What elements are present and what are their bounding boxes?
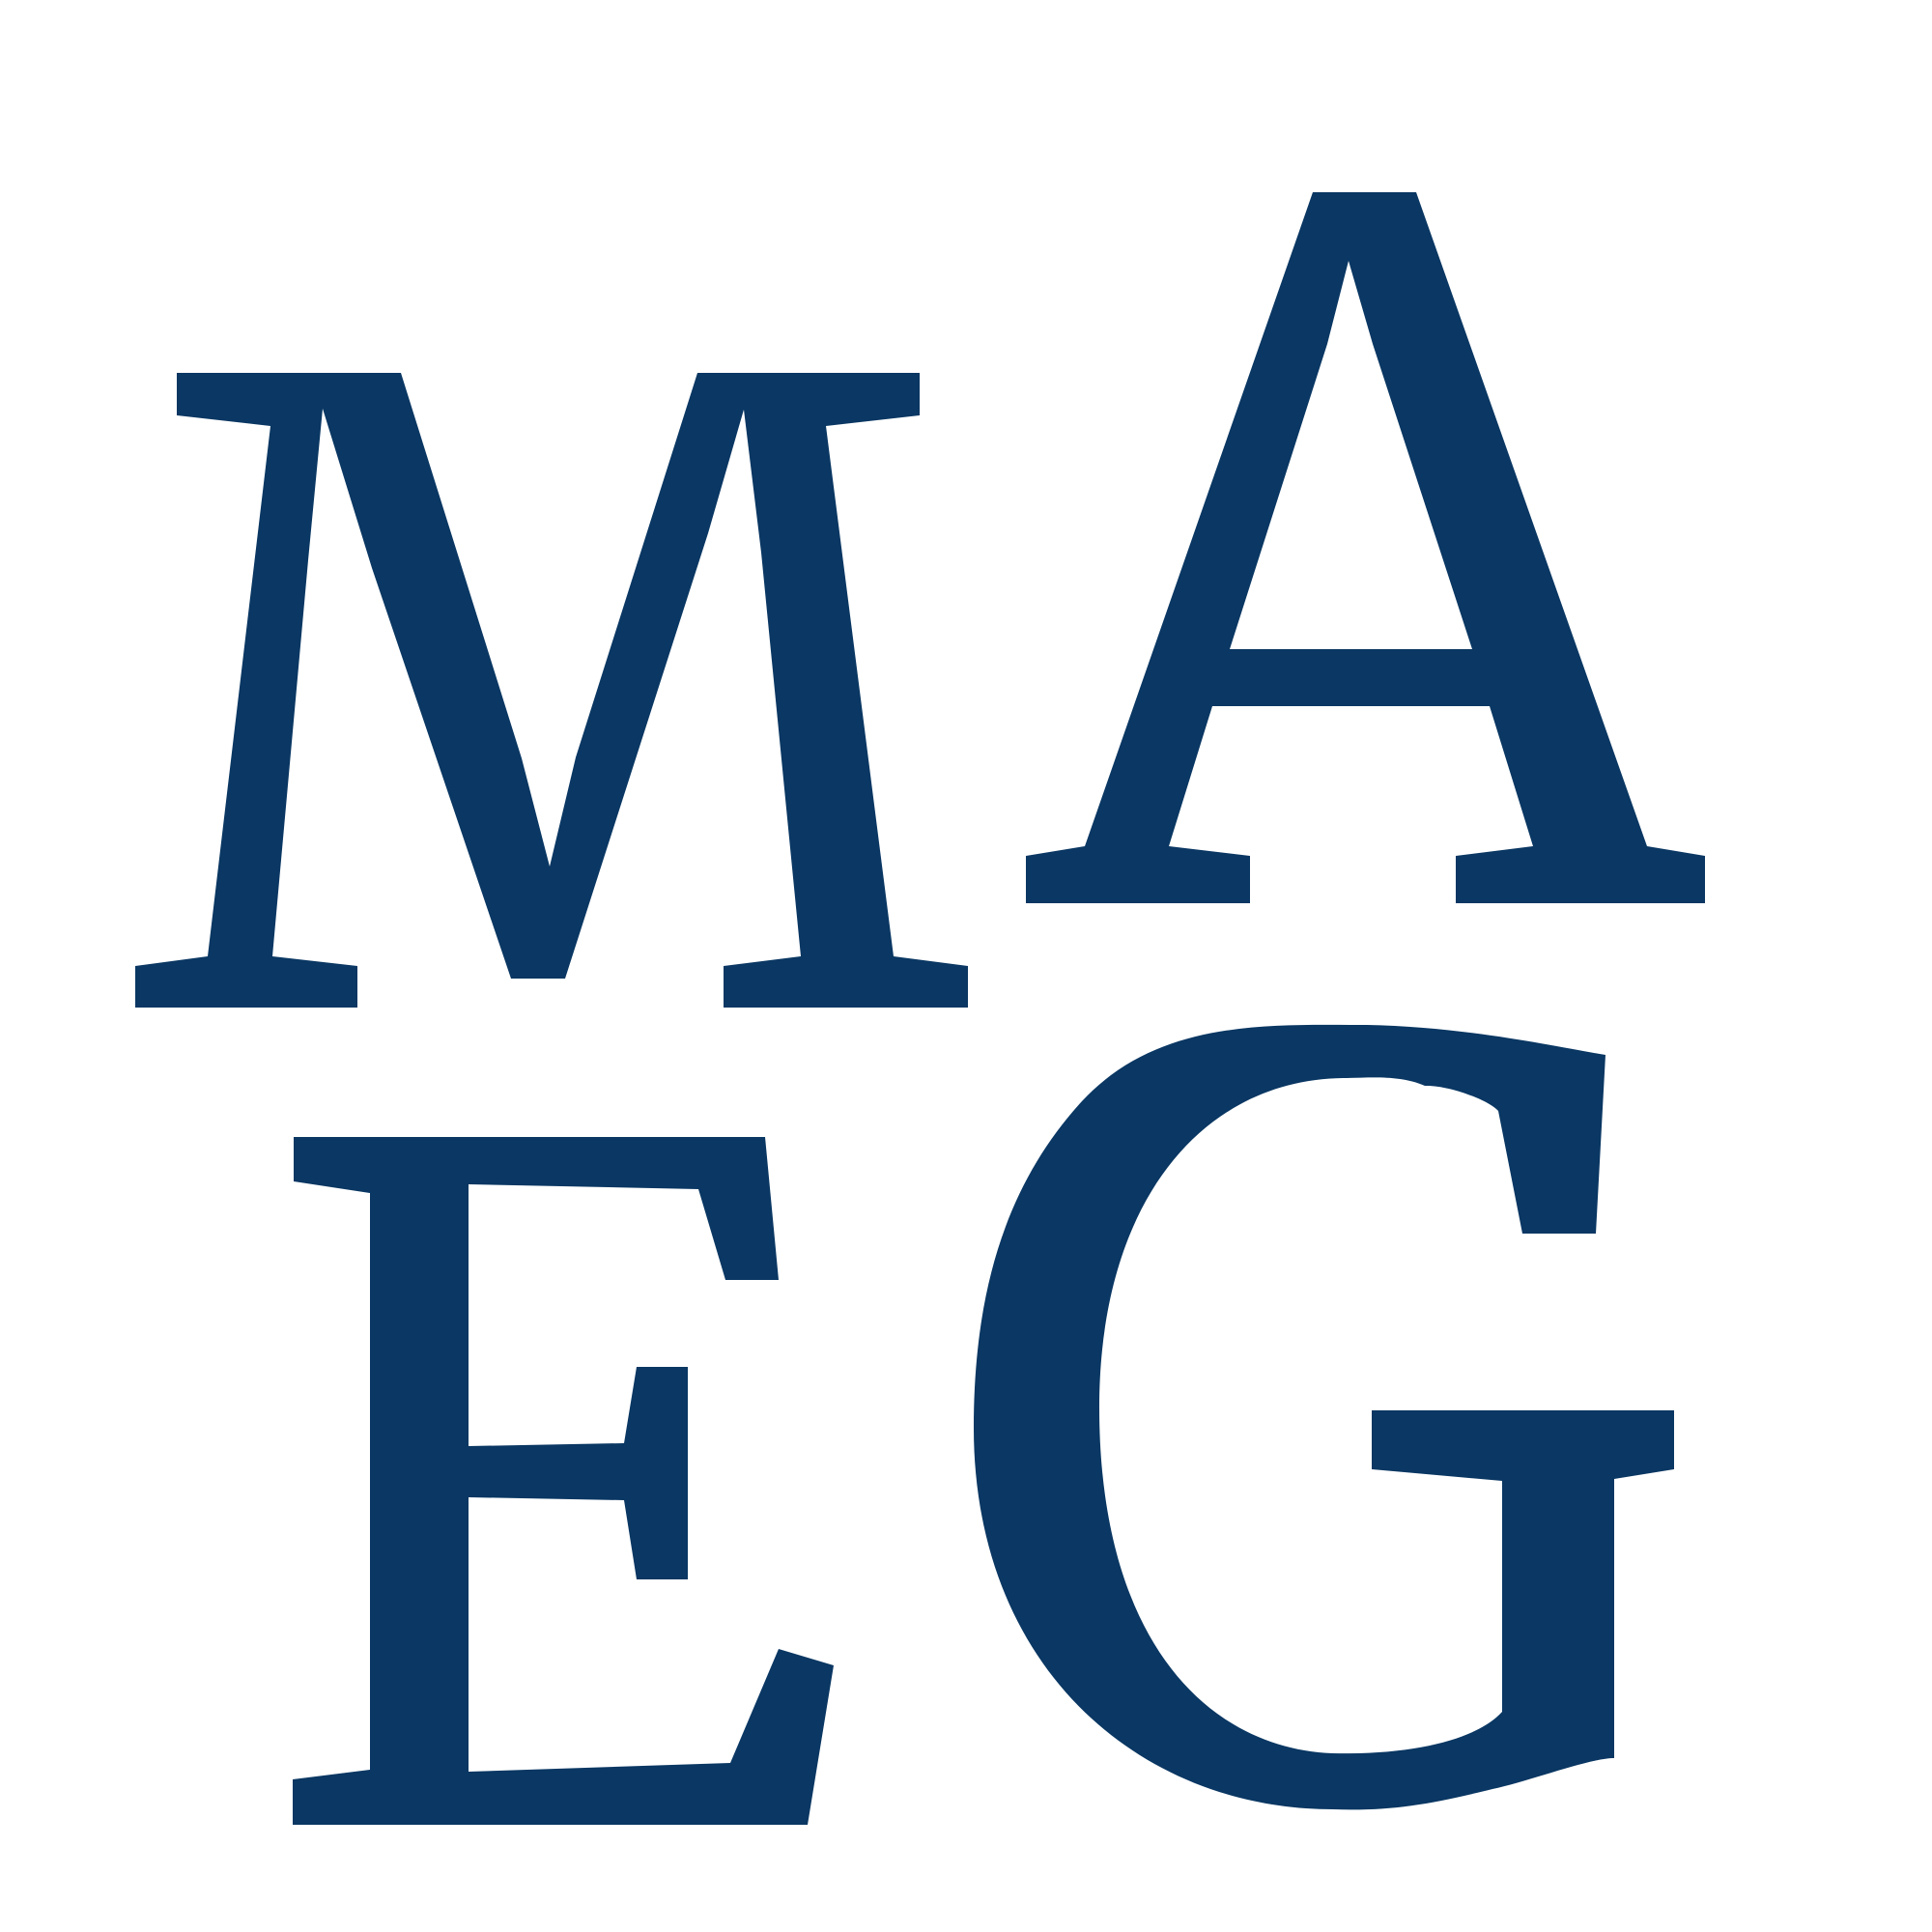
logo-letter-g: [974, 1024, 1674, 1810]
logo-letter-m: [135, 373, 968, 1008]
logo-letter-e: [293, 1137, 834, 1825]
logo-letter-a: [1026, 192, 1705, 903]
